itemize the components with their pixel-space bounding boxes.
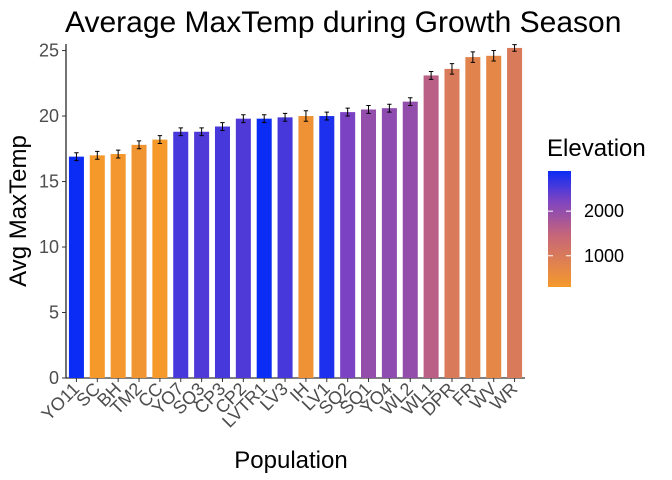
error-bar-yo11 — [74, 152, 79, 162]
error-bar-ih — [303, 110, 309, 122]
bar-sq3 — [194, 131, 210, 378]
legend-ticks: 1000 2000 — [548, 201, 624, 266]
y-tick-label: 5 — [49, 303, 59, 323]
error-bar-cp2 — [241, 114, 246, 124]
bar-wl1 — [423, 75, 439, 378]
error-bar-cc — [157, 135, 163, 145]
bar-wl2 — [402, 101, 418, 378]
error-bar-wv — [491, 50, 496, 62]
bar-wv — [486, 55, 502, 378]
error-bar-sq2 — [345, 107, 350, 117]
bar-yo11 — [68, 156, 84, 378]
error-bar-yo4 — [387, 103, 392, 113]
bar-lv3 — [277, 117, 293, 378]
bar-sq1 — [361, 109, 377, 378]
error-bar-tm2 — [136, 140, 142, 150]
legend-tick-label: 1000 — [584, 246, 624, 266]
x-tick-labels: YO11SCBHTM2CCYO7SQ3CP3CP2LVTR1LV3IHLV1SQ… — [38, 378, 521, 431]
bars-group — [68, 47, 523, 379]
bar-cp3 — [214, 126, 230, 379]
bar-dpr — [444, 68, 460, 378]
y-tick-label: 10 — [39, 237, 59, 257]
y-tick-label: 20 — [39, 106, 59, 126]
error-bar-cp3 — [220, 122, 225, 131]
bar-yo4 — [381, 108, 397, 378]
error-bar-wl2 — [408, 97, 413, 107]
error-bar-lv1 — [324, 111, 329, 121]
error-bar-lvtr1 — [262, 114, 267, 124]
bar-ih — [298, 116, 314, 378]
legend-title: Elevation — [547, 135, 646, 162]
y-tick-labels: 0 5 10 15 20 25 — [39, 41, 66, 388]
error-bar-lv3 — [282, 112, 288, 122]
bar-yo7 — [173, 131, 189, 378]
error-bar-wr — [512, 44, 517, 52]
error-bar-sq3 — [199, 127, 204, 137]
bar-tm2 — [131, 144, 147, 378]
bar-lv1 — [319, 116, 335, 378]
error-bar-yo7 — [178, 127, 183, 137]
error-bar-bh — [115, 149, 121, 159]
x-axis-title: Population — [234, 447, 347, 474]
bar-lvtr1 — [256, 118, 272, 379]
error-bar-sq1 — [366, 105, 371, 114]
y-axis-title: Avg MaxTemp — [5, 135, 32, 287]
y-tick-label: 0 — [49, 368, 59, 388]
legend-tick-label: 2000 — [584, 201, 624, 221]
bar-cc — [152, 139, 168, 378]
bar-sq2 — [340, 112, 356, 378]
bar-bh — [110, 154, 126, 378]
y-tick-label: 25 — [39, 41, 59, 61]
chart-title: Average MaxTemp during Growth Season — [65, 6, 621, 39]
legend-color-bar — [548, 171, 571, 287]
bar-wr — [507, 47, 523, 378]
bar-fr — [465, 57, 481, 379]
bar-sc — [89, 155, 105, 378]
error-bar-sc — [95, 150, 100, 160]
error-bar-dpr — [449, 63, 455, 75]
y-tick-label: 15 — [39, 172, 59, 192]
legend: Elevation 1000 2000 — [547, 135, 646, 287]
bar-cp2 — [235, 118, 251, 379]
error-bar-wl1 — [428, 71, 434, 80]
error-bar-fr — [470, 51, 476, 63]
error-bars-group — [74, 44, 517, 162]
